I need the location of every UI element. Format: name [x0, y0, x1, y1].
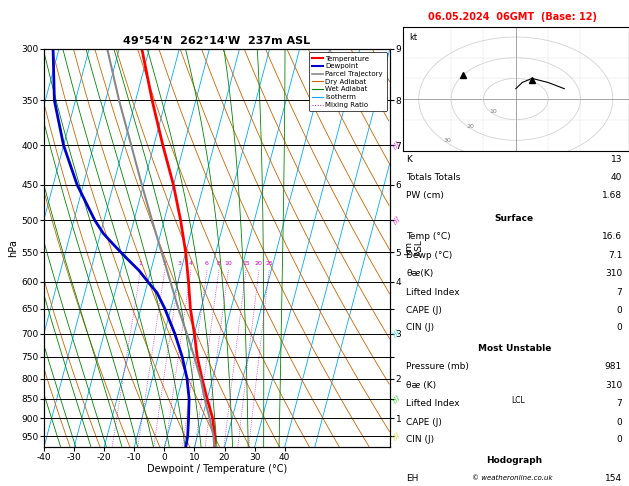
- Text: 7: 7: [616, 399, 622, 408]
- Text: θᴂ (K): θᴂ (K): [406, 381, 437, 390]
- Text: Most Unstable: Most Unstable: [477, 344, 551, 353]
- Text: CAPE (J): CAPE (J): [406, 418, 442, 427]
- X-axis label: Dewpoint / Temperature (°C): Dewpoint / Temperature (°C): [147, 465, 287, 474]
- Text: 13: 13: [611, 155, 622, 164]
- Text: ///: ///: [392, 141, 401, 150]
- Text: 0: 0: [616, 306, 622, 315]
- Text: 10: 10: [225, 261, 232, 266]
- Text: 2: 2: [163, 261, 167, 266]
- Text: 25: 25: [265, 261, 273, 266]
- Text: 40: 40: [611, 173, 622, 182]
- Text: EH: EH: [406, 474, 419, 483]
- Text: CAPE (J): CAPE (J): [406, 306, 442, 315]
- Text: 4: 4: [189, 261, 193, 266]
- Text: 154: 154: [605, 474, 622, 483]
- Text: 0: 0: [616, 418, 622, 427]
- Text: 20: 20: [467, 124, 474, 129]
- Text: Pressure (mb): Pressure (mb): [406, 363, 469, 371]
- Text: θᴂ(K): θᴂ(K): [406, 269, 433, 278]
- Text: Dewp (°C): Dewp (°C): [406, 251, 452, 260]
- Text: 981: 981: [605, 363, 622, 371]
- Legend: Temperature, Dewpoint, Parcel Trajectory, Dry Adiabat, Wet Adiabat, Isotherm, Mi: Temperature, Dewpoint, Parcel Trajectory…: [309, 52, 386, 111]
- Text: 8: 8: [217, 261, 221, 266]
- Text: Surface: Surface: [494, 214, 534, 223]
- Text: kt: kt: [409, 33, 417, 42]
- Text: ///: ///: [392, 432, 401, 441]
- Text: 06.05.2024  06GMT  (Base: 12): 06.05.2024 06GMT (Base: 12): [428, 12, 597, 22]
- Title: 49°54'N  262°14'W  237m ASL: 49°54'N 262°14'W 237m ASL: [123, 36, 311, 47]
- Text: 310: 310: [605, 381, 622, 390]
- Text: 0: 0: [616, 323, 622, 332]
- Text: Totals Totals: Totals Totals: [406, 173, 460, 182]
- Text: 310: 310: [605, 269, 622, 278]
- Text: Lifted Index: Lifted Index: [406, 399, 460, 408]
- Text: PW (cm): PW (cm): [406, 191, 444, 200]
- Text: 0: 0: [616, 435, 622, 444]
- Text: 30: 30: [444, 139, 452, 143]
- Text: 6: 6: [205, 261, 209, 266]
- Text: CIN (J): CIN (J): [406, 435, 435, 444]
- Text: 16.6: 16.6: [602, 232, 622, 241]
- Text: LCL: LCL: [511, 397, 525, 405]
- Text: 15: 15: [242, 261, 250, 266]
- Text: ///: ///: [392, 394, 401, 403]
- Text: Lifted Index: Lifted Index: [406, 288, 460, 296]
- Text: 1: 1: [138, 261, 143, 266]
- Y-axis label: km
ASL: km ASL: [404, 240, 423, 256]
- Text: ///: ///: [392, 329, 401, 338]
- Text: 7.1: 7.1: [608, 251, 622, 260]
- Text: Hodograph: Hodograph: [486, 456, 542, 465]
- Text: ///: ///: [392, 216, 401, 225]
- Text: 10: 10: [489, 109, 497, 115]
- Text: © weatheronline.co.uk: © weatheronline.co.uk: [472, 475, 553, 481]
- Text: K: K: [406, 155, 412, 164]
- Text: 7: 7: [616, 288, 622, 296]
- Text: 3: 3: [178, 261, 182, 266]
- Text: 20: 20: [255, 261, 263, 266]
- Text: CIN (J): CIN (J): [406, 323, 435, 332]
- Y-axis label: hPa: hPa: [8, 239, 18, 257]
- Text: Temp (°C): Temp (°C): [406, 232, 451, 241]
- Text: 1.68: 1.68: [602, 191, 622, 200]
